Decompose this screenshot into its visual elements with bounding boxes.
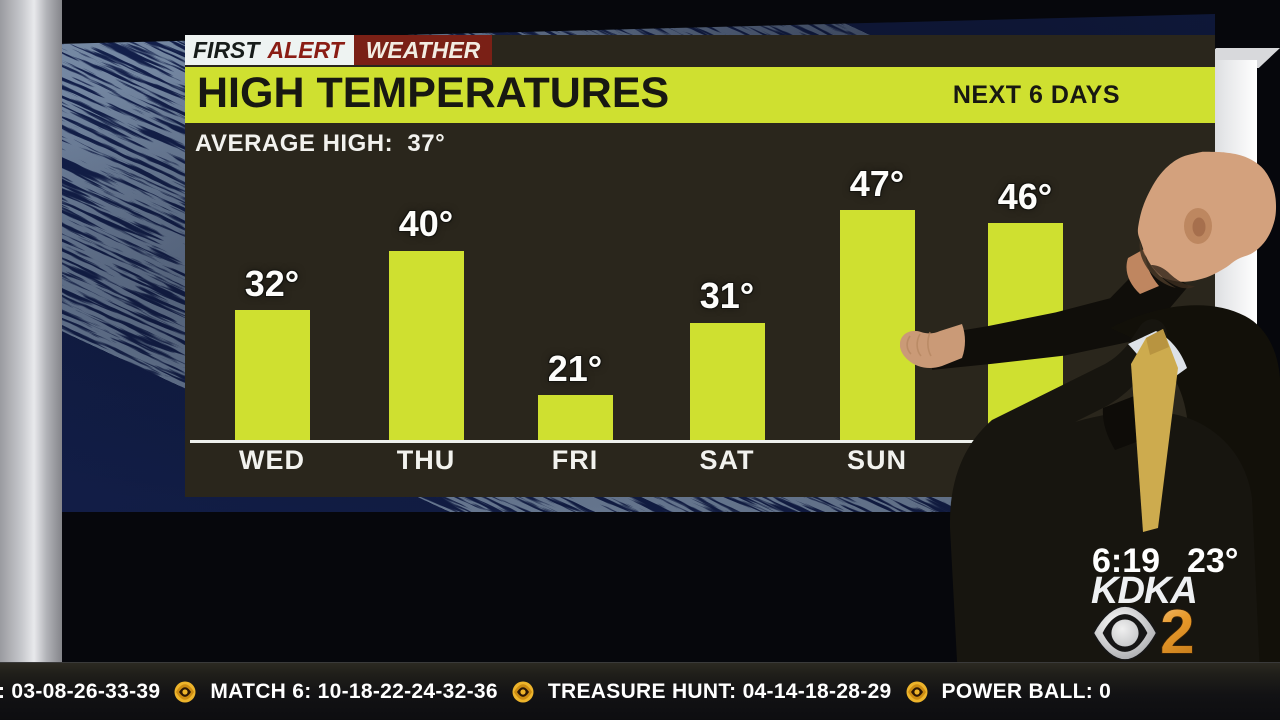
svg-text:2: 2	[1160, 600, 1194, 666]
